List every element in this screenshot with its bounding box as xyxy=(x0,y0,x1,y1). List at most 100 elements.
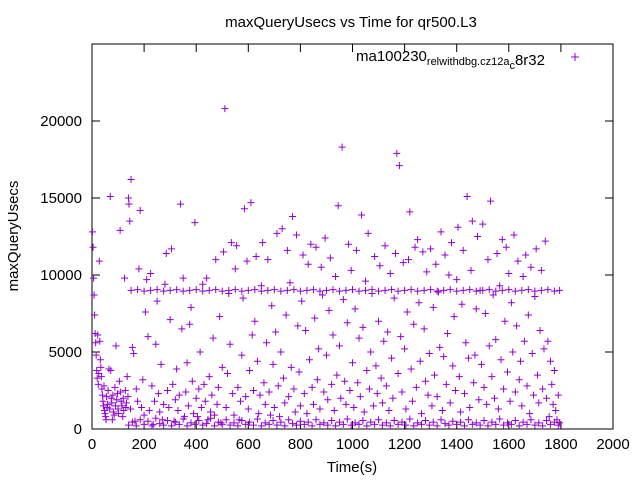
data-point xyxy=(160,400,168,408)
data-point xyxy=(194,413,202,421)
x-tick-label: 1200 xyxy=(388,436,421,453)
data-point xyxy=(244,286,252,294)
data-point xyxy=(375,416,383,424)
data-point xyxy=(329,286,337,294)
data-point xyxy=(200,380,208,388)
data-point xyxy=(135,265,143,273)
data-point xyxy=(165,403,173,411)
data-point xyxy=(496,282,504,290)
data-point xyxy=(523,382,531,390)
data-point xyxy=(102,413,110,421)
data-point xyxy=(265,420,273,428)
y-axis-label: maxQueryUsecs xyxy=(5,181,22,292)
data-point xyxy=(479,286,487,294)
data-point xyxy=(459,286,467,294)
data-point xyxy=(270,403,278,411)
legend-part-sub2: withdbg.cz12a xyxy=(438,56,510,68)
data-point xyxy=(339,420,347,428)
data-point xyxy=(156,420,164,428)
data-point xyxy=(307,240,315,248)
data-point xyxy=(395,162,403,170)
data-point xyxy=(115,377,123,385)
legend-part-sub3: c xyxy=(509,60,515,72)
data-point xyxy=(230,419,238,427)
data-point xyxy=(242,420,250,428)
data-point xyxy=(287,363,295,371)
data-point xyxy=(207,414,215,422)
data-point xyxy=(203,274,211,282)
data-point xyxy=(350,403,358,411)
data-point xyxy=(391,249,399,257)
data-point xyxy=(437,416,445,424)
data-point xyxy=(503,419,511,427)
data-point xyxy=(360,408,368,416)
y-tick-label: 15000 xyxy=(40,190,82,207)
data-point xyxy=(511,417,519,425)
data-point xyxy=(507,299,515,307)
data-point xyxy=(265,388,273,396)
data-point xyxy=(256,391,264,399)
data-point xyxy=(97,373,105,381)
legend: ma100230relwithdbg.cz12ac8r32 xyxy=(356,48,579,72)
data-point xyxy=(352,246,360,254)
data-point xyxy=(461,422,469,430)
data-point xyxy=(272,328,280,336)
data-point xyxy=(411,243,419,251)
data-point xyxy=(167,422,175,430)
data-point xyxy=(109,408,117,416)
data-point xyxy=(196,348,204,356)
data-point xyxy=(466,286,474,294)
data-point xyxy=(205,373,213,381)
data-point xyxy=(229,390,237,398)
data-point xyxy=(308,422,316,430)
data-point xyxy=(304,418,312,426)
data-point xyxy=(110,411,118,419)
data-point xyxy=(550,366,558,374)
data-point xyxy=(428,402,436,410)
data-point xyxy=(390,294,398,302)
data-point xyxy=(406,208,414,216)
data-point xyxy=(231,286,239,294)
data-point xyxy=(161,280,169,288)
data-point xyxy=(157,360,165,368)
data-point xyxy=(259,239,267,247)
data-point xyxy=(285,416,293,424)
data-point xyxy=(91,311,99,319)
data-point xyxy=(410,320,418,328)
data-point xyxy=(556,286,564,294)
data-point xyxy=(425,421,433,429)
data-point xyxy=(326,254,334,262)
data-point xyxy=(554,391,562,399)
data-point xyxy=(282,311,290,319)
data-point xyxy=(106,405,114,413)
data-point xyxy=(173,365,181,373)
data-point xyxy=(274,382,282,390)
data-point xyxy=(447,239,455,247)
data-point xyxy=(134,286,142,294)
data-point xyxy=(212,286,220,294)
plot-area: 0 5000 10000 15000 20000 0 200 400 600 800 1000 12… xyxy=(40,43,630,453)
data-point xyxy=(253,415,261,423)
data-point xyxy=(390,417,398,425)
data-point xyxy=(93,374,101,382)
data-point xyxy=(363,422,371,430)
data-point xyxy=(458,300,466,308)
data-point xyxy=(242,393,250,401)
data-point xyxy=(545,413,553,421)
data-point xyxy=(123,373,131,381)
data-point xyxy=(394,287,402,295)
data-point xyxy=(371,420,379,428)
data-point xyxy=(195,385,203,393)
data-point xyxy=(506,397,514,405)
data-point xyxy=(144,333,152,341)
data-point xyxy=(255,410,263,418)
data-point xyxy=(541,237,549,245)
data-point xyxy=(183,359,191,367)
data-point xyxy=(537,266,545,274)
data-point xyxy=(517,357,525,365)
data-point xyxy=(418,420,426,428)
data-point xyxy=(144,417,152,425)
data-point xyxy=(182,388,190,396)
data-point xyxy=(89,228,97,236)
data-point xyxy=(385,407,393,415)
